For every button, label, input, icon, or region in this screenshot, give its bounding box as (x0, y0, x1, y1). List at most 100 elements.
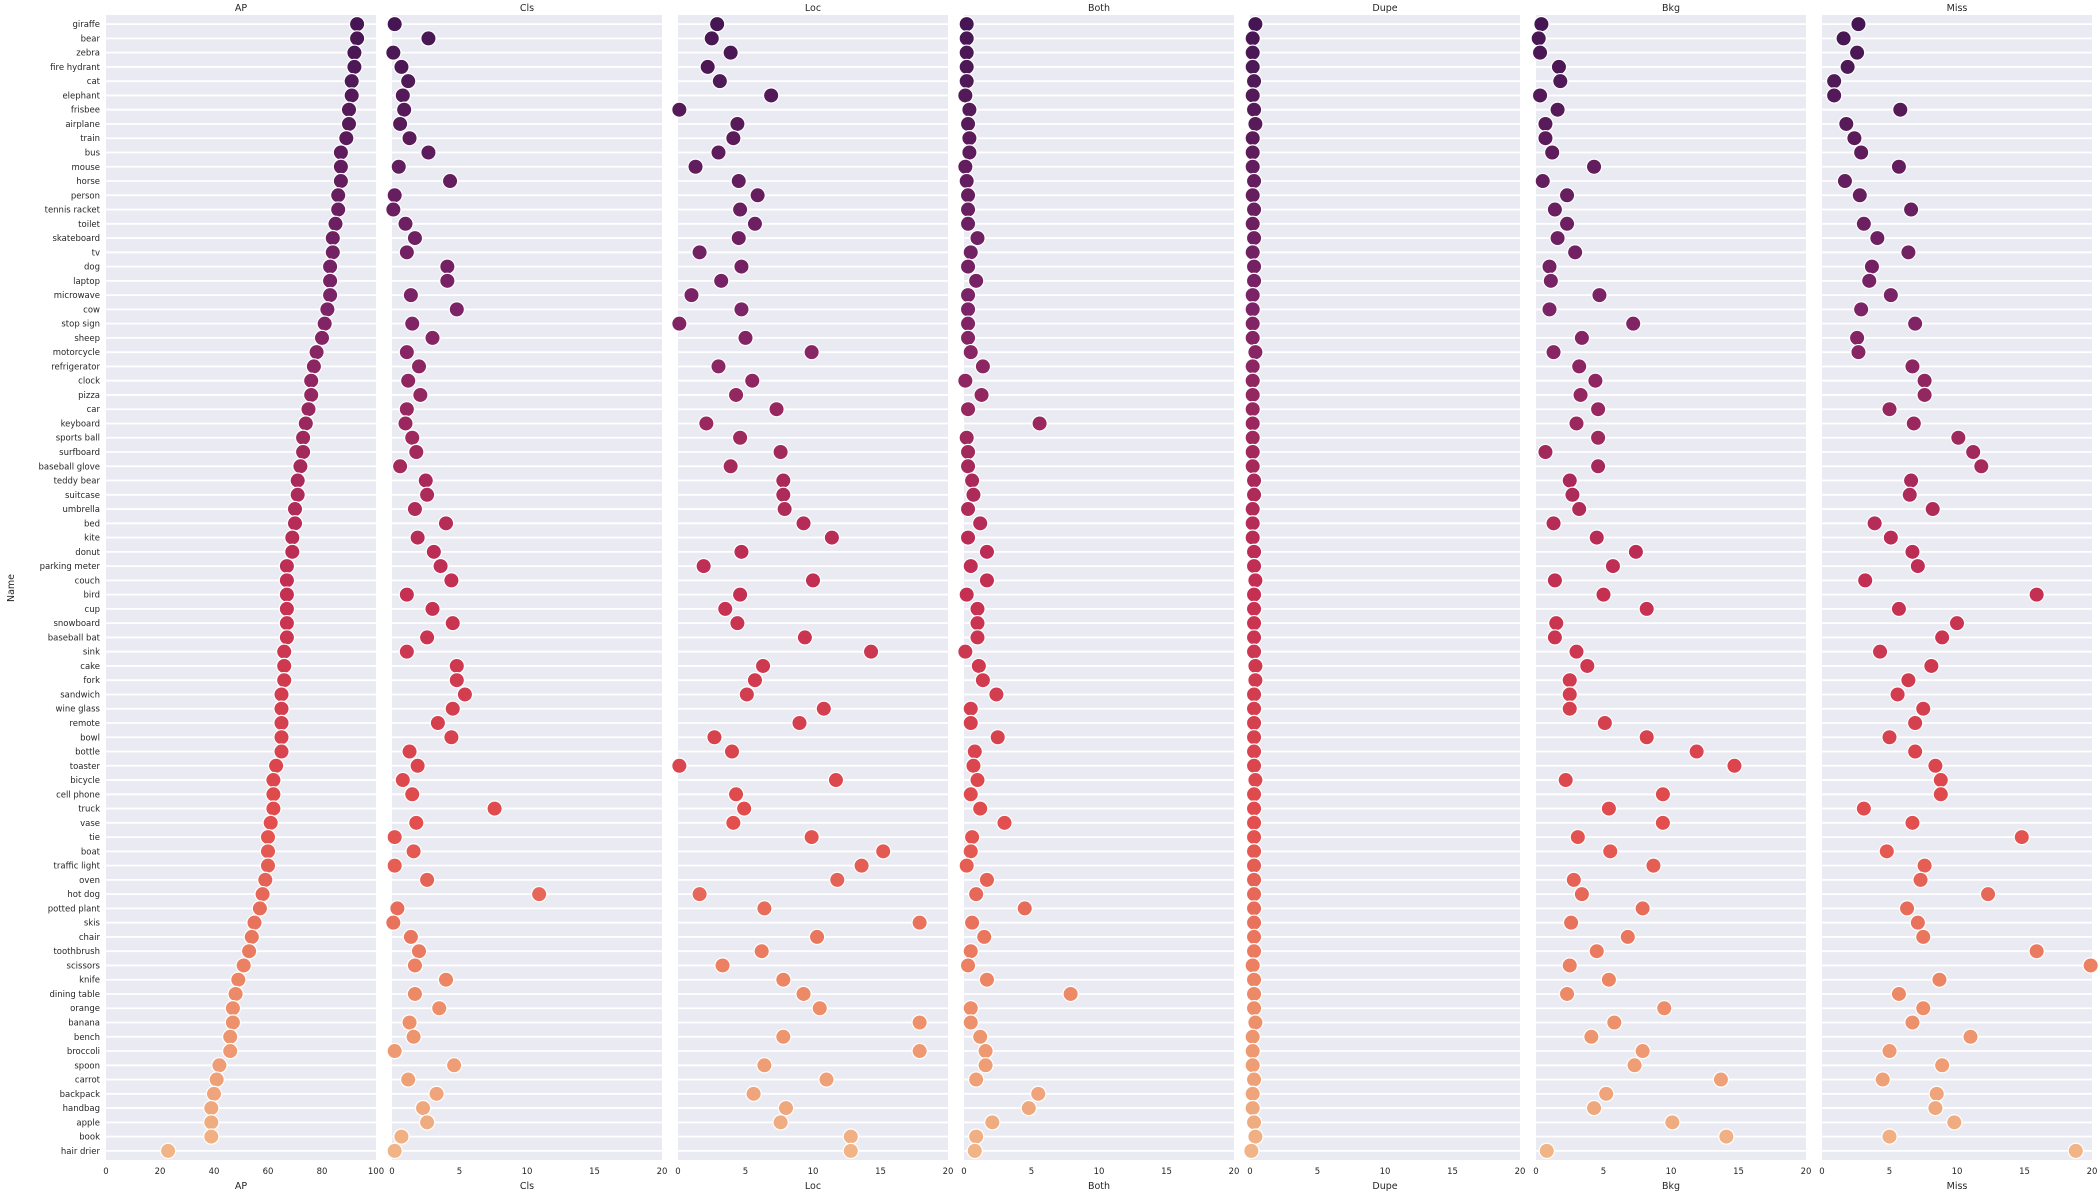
data-point (1606, 1014, 1623, 1031)
data-point (717, 600, 734, 618)
data-point (243, 928, 260, 946)
data-point (224, 1000, 242, 1017)
data-point (278, 614, 296, 632)
data-point (962, 942, 979, 960)
data-point (316, 315, 333, 332)
data-point (437, 515, 455, 532)
data-point (722, 44, 739, 61)
data-point (276, 657, 293, 675)
data-point (1244, 1028, 1261, 1045)
data-point (1932, 786, 1950, 803)
category-label: chair (79, 933, 101, 943)
data-point (456, 686, 474, 703)
data-point (1588, 529, 1605, 546)
data-point (406, 957, 424, 974)
data-point (962, 1014, 979, 1031)
data-point (1852, 144, 1870, 161)
data-point (324, 244, 341, 261)
data-point (984, 1114, 1001, 1131)
data-point (959, 215, 977, 233)
category-label: sandwich (60, 690, 100, 700)
data-point (1550, 58, 1568, 76)
data-point (391, 458, 409, 475)
data-point (1244, 187, 1261, 204)
data-point (988, 686, 1005, 703)
data-point (1595, 586, 1612, 603)
data-point (289, 486, 306, 503)
data-point (963, 914, 981, 931)
data-point (221, 1028, 239, 1045)
data-point (1244, 372, 1261, 389)
panel-title: AP (235, 3, 247, 14)
category-label: baseball bat (48, 633, 101, 643)
panel-title: Miss (1947, 3, 1968, 14)
data-point (1245, 543, 1263, 561)
data-point (1546, 629, 1564, 646)
category-label: broccoli (67, 1047, 100, 1057)
data-point (1247, 1128, 1264, 1145)
data-point (409, 757, 426, 774)
data-point (710, 144, 727, 161)
category-label: frisbee (71, 106, 100, 116)
data-point (1245, 928, 1263, 946)
category-label: motorcycle (53, 348, 100, 358)
panel-title: Cls (520, 3, 534, 14)
category-label: banana (68, 1019, 100, 1029)
data-point (1902, 472, 1920, 489)
data-point (1537, 443, 1554, 461)
data-point (406, 229, 424, 247)
data-point (1558, 985, 1576, 1003)
data-point (405, 1028, 422, 1045)
data-point (1562, 914, 1580, 931)
data-point (2082, 957, 2099, 974)
data-point (722, 458, 739, 475)
x-tick-label: 20 (2087, 1167, 2098, 1177)
data-point (911, 1042, 928, 1060)
panel-loc: Loc 0 5 10 15 20 Loc (671, 3, 953, 1192)
data-point (1596, 714, 1614, 732)
data-point (1558, 187, 1576, 204)
data-point (974, 358, 992, 375)
data-point (967, 272, 985, 290)
category-label: oven (79, 876, 100, 886)
data-point (300, 401, 317, 418)
data-point (1245, 1071, 1263, 1088)
data-point (733, 301, 750, 318)
data-point (969, 629, 986, 646)
data-point (772, 1114, 789, 1131)
data-point (1545, 515, 1562, 532)
data-point (432, 557, 449, 575)
data-point (393, 1128, 410, 1145)
data-point (1905, 415, 1923, 432)
panel-title: Dupe (1372, 3, 1397, 14)
data-point (762, 87, 780, 104)
data-point (1851, 187, 1869, 204)
data-point (1979, 885, 1997, 903)
data-point (959, 329, 977, 347)
data-point (385, 201, 402, 218)
data-point (1597, 1085, 1615, 1103)
data-point (1030, 1085, 1047, 1103)
data-point (1916, 386, 1933, 404)
data-point (343, 87, 360, 104)
data-point (400, 1071, 417, 1088)
category-label: sports ball (56, 434, 100, 444)
data-point (1570, 500, 1588, 518)
panel-both: Both 0 5 10 15 20 Both (957, 3, 1239, 1192)
category-label: bowl (80, 733, 100, 743)
data-point (708, 15, 726, 33)
data-point (1541, 258, 1558, 275)
data-point (211, 1057, 228, 1074)
data-point (1654, 786, 1672, 803)
data-point (962, 714, 979, 732)
data-point (2028, 942, 2045, 960)
data-point (1247, 1014, 1264, 1031)
data-point (386, 15, 403, 33)
data-point (1244, 1057, 1261, 1074)
data-point (1247, 771, 1264, 789)
data-point (397, 215, 414, 233)
data-point (962, 843, 979, 860)
data-point (727, 386, 745, 404)
data-point (203, 1114, 220, 1131)
data-point (1583, 1028, 1600, 1045)
